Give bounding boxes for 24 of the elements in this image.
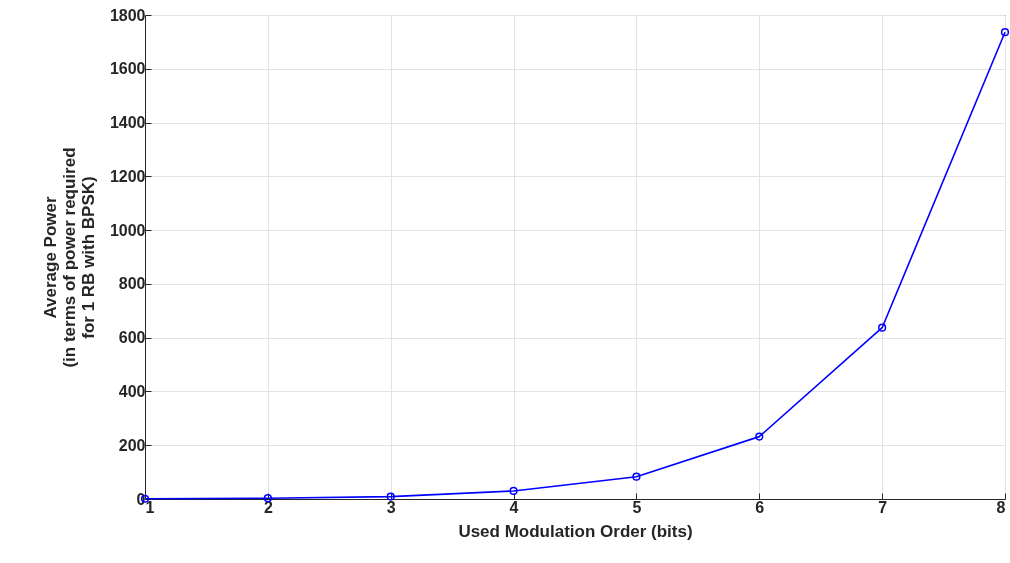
x-tick-label: 3 bbox=[386, 498, 396, 516]
point bbox=[878, 323, 887, 332]
y-tick-label: 1400 bbox=[109, 114, 146, 132]
x-tick-label: 1 bbox=[145, 498, 155, 516]
y-tick-label: 600 bbox=[118, 329, 146, 347]
x-tick-label: 4 bbox=[509, 498, 519, 516]
y-tick-label: 1000 bbox=[109, 221, 146, 239]
y-axis-title: Average Power (in terms of power required for 1 RB with BPSK) bbox=[40, 147, 98, 368]
y-tick-label: 200 bbox=[118, 436, 146, 454]
x-tick-label: 8 bbox=[996, 498, 1006, 516]
point bbox=[386, 492, 395, 501]
y-tick-label: 1600 bbox=[109, 60, 146, 78]
point bbox=[755, 432, 764, 441]
point bbox=[509, 486, 518, 496]
y-tick-label: 1800 bbox=[109, 6, 146, 24]
y-tick-label: 800 bbox=[118, 275, 146, 293]
x-tick-label: 5 bbox=[632, 498, 642, 516]
x-axis-title: Used Modulation Order (bits) bbox=[458, 521, 693, 541]
x-tick-label: 2 bbox=[263, 498, 273, 516]
y-tick-label: 1200 bbox=[109, 167, 146, 185]
x-tick-label: 7 bbox=[878, 498, 888, 516]
point bbox=[632, 472, 641, 481]
y-tick-label: 400 bbox=[118, 382, 146, 400]
x-tick-label: 6 bbox=[755, 498, 765, 516]
